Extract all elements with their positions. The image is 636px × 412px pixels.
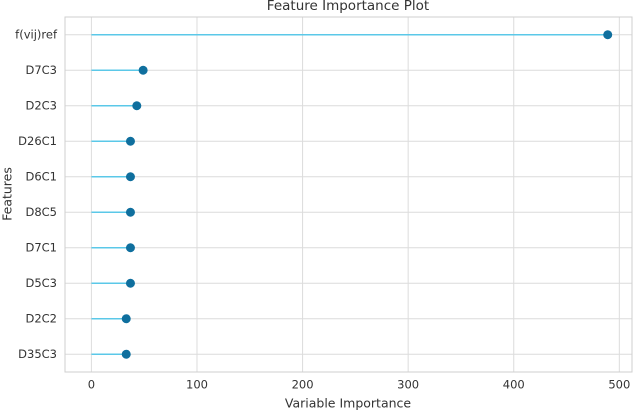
y-tick-label: D7C1: [25, 240, 57, 254]
plot-frame: [64, 16, 633, 373]
y-tick-label: D5C3: [25, 276, 57, 290]
dot: [125, 136, 135, 146]
x-tick-label: 500: [608, 378, 630, 392]
dot: [138, 65, 148, 75]
x-tick-label: 0: [88, 378, 95, 392]
y-tick-label: D26C1: [18, 134, 57, 148]
x-tick-label: 200: [292, 378, 314, 392]
dot: [125, 243, 135, 253]
dot: [132, 101, 142, 111]
y-tick-label: D2C2: [25, 311, 57, 325]
y-tick-label: D8C5: [25, 205, 57, 219]
y-tick-label: D6C1: [25, 169, 57, 183]
y-tick-label: D2C3: [25, 98, 57, 112]
dot: [125, 207, 135, 217]
dot: [125, 278, 135, 288]
y-axis-label: Features: [0, 167, 15, 221]
dot: [121, 349, 131, 359]
dot: [125, 172, 135, 182]
y-tick-label: D35C3: [18, 347, 57, 361]
y-tick-label: f(vij)ref: [15, 27, 58, 41]
chart-title: Feature Importance Plot: [267, 0, 429, 14]
dot: [603, 30, 613, 40]
x-tick-label: 400: [503, 378, 525, 392]
dot: [121, 314, 131, 324]
x-axis-label: Variable Importance: [285, 396, 412, 411]
x-tick-label: 300: [397, 378, 419, 392]
x-tick-label: 100: [186, 378, 208, 392]
y-tick-label: D7C3: [25, 63, 57, 77]
